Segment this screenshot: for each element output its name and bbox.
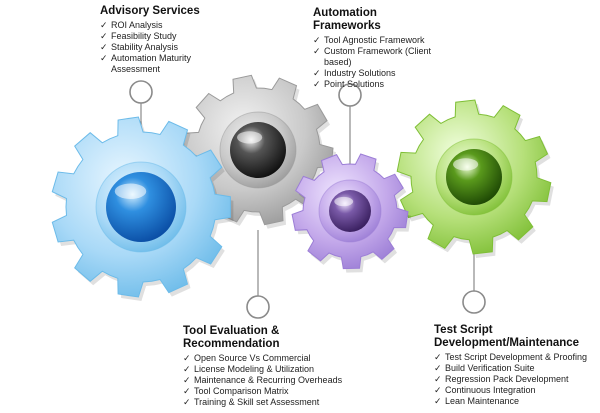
check-icon: ✓ (313, 79, 321, 89)
gear-hub (106, 172, 176, 242)
gear-hub-highlight (453, 158, 479, 171)
list-item: ✓ Stability Analysis (100, 42, 179, 52)
advisory-services-block: Advisory Services ✓ ROI Analysis ✓ Feasibi… (100, 5, 230, 75)
check-icon: ✓ (183, 386, 191, 396)
list-item: ✓ Maintenance & Recurring Overheads (183, 375, 343, 385)
check-icon: ✓ (183, 375, 191, 385)
list-item: ✓ Industry Solutions (313, 68, 396, 78)
gear-blue-advisory-services (51, 116, 234, 301)
list-item: ✓ Open Source Vs Commercial (183, 353, 311, 363)
gear-hub-highlight (334, 196, 354, 207)
gear-green-test-script (396, 99, 554, 258)
check-icon: ✓ (183, 364, 191, 374)
list-item: ✓ ROI Analysis (100, 20, 163, 30)
node-frameworks (338, 83, 362, 107)
check-icon: ✓ (313, 46, 321, 56)
list-item: ✓ Tool Agnostic Framework (313, 35, 425, 45)
gear-hub (329, 190, 371, 232)
check-icon: ✓ (434, 352, 442, 362)
check-icon: ✓ (100, 53, 108, 63)
list-item: ✓ Regression Pack Development (434, 374, 569, 384)
list-item: ✓ Build Verification Suite (434, 363, 535, 373)
gear-hub-highlight (114, 183, 147, 199)
check-icon: ✓ (434, 396, 442, 406)
advisory-services-title: Advisory Services (100, 5, 200, 17)
connector-nodes (129, 80, 486, 319)
list-item: ✓ Training & Skill set Assessment (183, 397, 320, 407)
gear-hub-highlight (237, 131, 263, 144)
node-advisory (129, 80, 153, 104)
automation-frameworks-block: Automation Frameworks ✓ Tool Agnostic Fra… (313, 7, 443, 90)
tool-evaluation-block: Tool Evaluation & Recommendation ✓ Open S… (183, 325, 363, 408)
list-item: ✓ Automation Maturity Assessment (100, 53, 192, 74)
list-item: ✓ License Modeling & Utilization (183, 364, 315, 374)
list-item: ✓ Continuous Integration (434, 385, 536, 395)
list-item: ✓ Lean Maintenance (434, 396, 520, 406)
list-item: ✓ Custom Framework (Client based) (313, 46, 432, 67)
node-test-script (462, 290, 486, 314)
gear-purple-automation-frameworks (291, 153, 411, 273)
gear-hub (230, 122, 286, 178)
check-icon: ✓ (313, 35, 321, 45)
check-icon: ✓ (100, 42, 108, 52)
check-icon: ✓ (313, 68, 321, 78)
automation-frameworks-title: Automation Frameworks (313, 7, 381, 32)
list-item: ✓ Tool Comparison Matrix (183, 386, 289, 396)
gear-hub (446, 149, 502, 205)
check-icon: ✓ (434, 385, 442, 395)
check-icon: ✓ (100, 20, 108, 30)
test-script-title: Test Script Development/Maintenance (434, 324, 580, 349)
node-tool-eval (246, 295, 270, 319)
check-icon: ✓ (434, 363, 442, 373)
check-icon: ✓ (434, 374, 442, 384)
tool-evaluation-title: Tool Evaluation & Recommendation (183, 325, 280, 350)
list-item: ✓ Point Solutions (313, 79, 385, 89)
list-item: ✓ Test Script Development & Proofing (434, 352, 588, 362)
check-icon: ✓ (183, 353, 191, 363)
list-item: ✓ Feasibility Study (100, 31, 177, 41)
check-icon: ✓ (183, 397, 191, 407)
test-script-block: Test Script Development/Maintenance ✓ Tes… (434, 324, 594, 407)
check-icon: ✓ (100, 31, 108, 41)
